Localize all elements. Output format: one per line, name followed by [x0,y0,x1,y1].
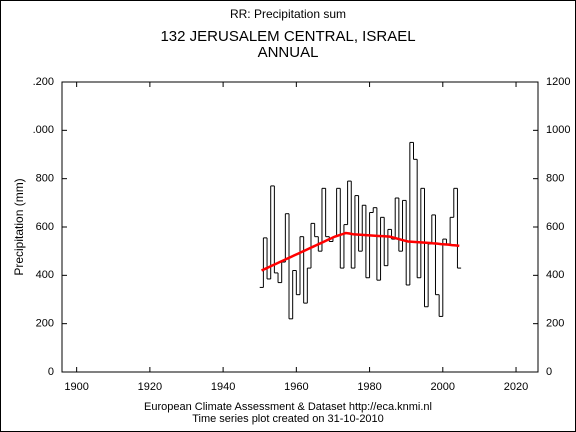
chart-subtitle: RR: Precipitation sum [230,7,346,21]
x-tick-label: 2000 [431,381,455,393]
footer: Time series plot created on 31-10-2010 [192,413,384,425]
y2-tick-label: 400 [546,269,564,281]
y-axis-label: Precipitation (mm) [12,178,26,275]
y-tick-label: .000 [33,124,54,136]
chart-period: ANNUAL [258,44,319,61]
y-tick-label: 0 [48,366,54,378]
x-tick-label: 1920 [138,381,162,393]
y2-tick-label: 0 [546,366,552,378]
y2-tick-label: 600 [546,221,564,233]
y2-tick-label: 800 [546,173,564,185]
plot-area [61,81,539,373]
x-tick-label: 2020 [504,381,528,393]
x-tick-label: 1980 [357,381,381,393]
smoothed-line [261,231,460,272]
y-tick-label: 200 [36,318,54,330]
y-tick-label: .200 [33,76,54,88]
y2-tick-label: 200 [546,318,564,330]
y2-tick-label: 1000 [546,124,570,136]
y-tick-label: 400 [36,269,54,281]
y-tick-label: 600 [36,221,54,233]
footer: European Climate Assessment & Dataset ht… [144,401,432,413]
y2-tick-label: 1200 [546,76,570,88]
x-tick-label: 1940 [211,381,235,393]
x-tick-label: 1900 [64,381,88,393]
x-tick-label: 1960 [284,381,308,393]
chart-title: 132 JERUSALEM CENTRAL, ISRAEL [160,28,415,45]
y-tick-label: 800 [36,173,54,185]
